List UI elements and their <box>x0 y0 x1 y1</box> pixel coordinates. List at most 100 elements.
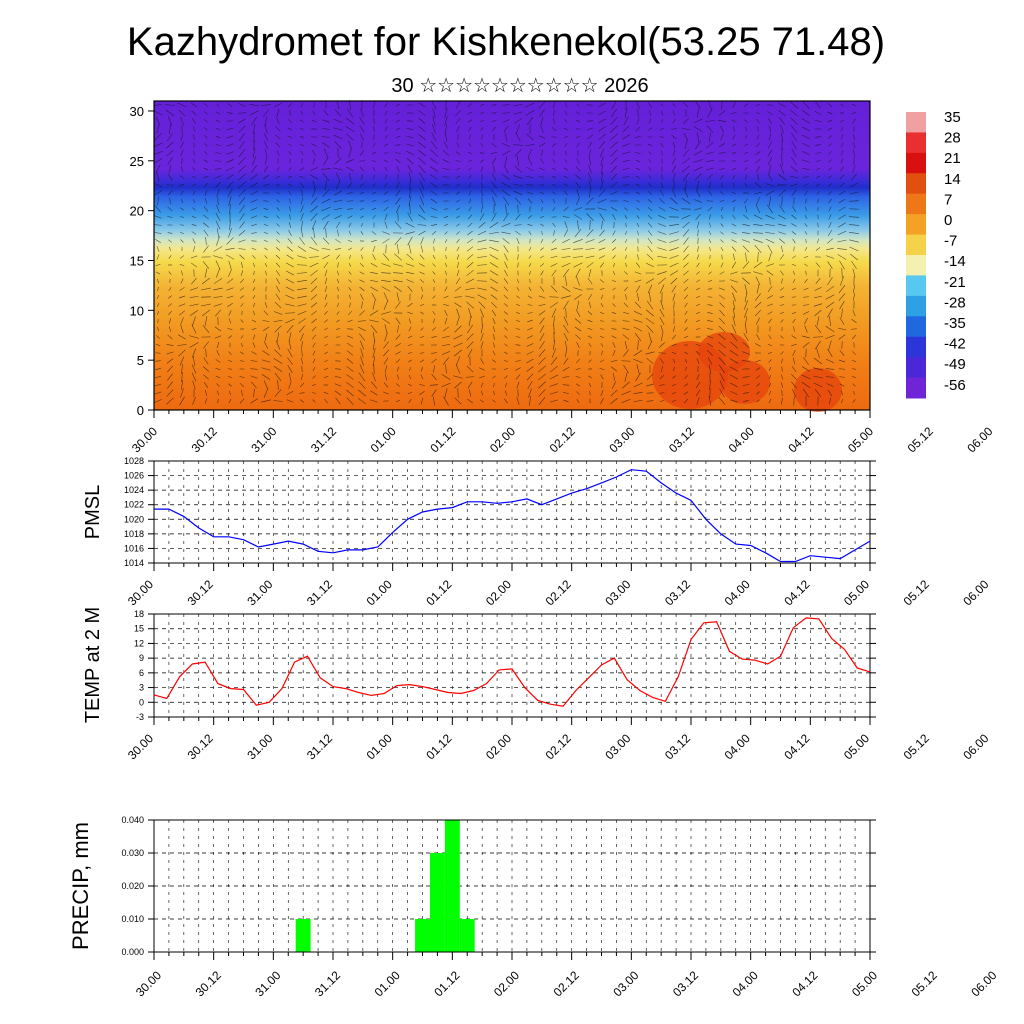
wind-vector <box>767 344 773 346</box>
wind-vector <box>301 341 303 349</box>
wind-vector <box>708 364 712 374</box>
wind-vector <box>769 374 771 380</box>
x-tick-label: 02.12 <box>547 424 578 455</box>
wind-vector <box>263 165 269 173</box>
wind-vector <box>491 212 497 222</box>
y-axis-label: TEMP at 2 M <box>82 607 104 723</box>
wind-vector <box>681 198 691 204</box>
wind-vector <box>369 319 379 323</box>
wind-vector <box>321 248 331 250</box>
wind-vector <box>659 198 665 204</box>
wind-vector <box>828 143 832 147</box>
wind-vector <box>468 167 472 171</box>
wind-vector <box>479 308 485 318</box>
wind-vector <box>334 157 342 165</box>
wind-vector <box>168 287 172 291</box>
wind-vector <box>837 254 847 260</box>
wind-vector <box>635 167 641 171</box>
wind-vector <box>301 220 303 230</box>
wind-vector <box>730 399 738 403</box>
wind-vector <box>226 128 234 130</box>
wind-vector <box>323 391 329 395</box>
colorbar-label: -21 <box>944 274 966 291</box>
wind-vector <box>600 156 604 166</box>
wind-vector <box>576 391 580 395</box>
wind-vector <box>803 256 809 258</box>
wind-vector <box>504 269 508 277</box>
wind-vector <box>297 303 307 307</box>
wind-vector <box>657 255 667 259</box>
wind-vector <box>501 173 511 181</box>
wind-vector <box>741 239 751 243</box>
wind-vector <box>732 199 736 203</box>
wind-vector <box>179 264 185 266</box>
wind-vector <box>719 294 725 300</box>
wind-vector <box>563 391 569 395</box>
wind-vector <box>155 368 161 370</box>
wind-vector <box>827 276 833 286</box>
wind-vector <box>455 151 461 155</box>
wind-vector <box>778 102 786 108</box>
wind-vector <box>371 292 377 302</box>
wind-vector <box>346 335 354 339</box>
wind-vector <box>203 168 209 170</box>
wind-vector <box>622 159 630 163</box>
wind-vector <box>239 382 245 388</box>
wind-vector <box>453 349 463 357</box>
wind-vector <box>250 368 258 370</box>
wind-vector <box>286 391 294 395</box>
wind-vector <box>359 117 365 125</box>
wind-vector <box>275 247 281 251</box>
wind-vector <box>201 303 211 307</box>
wind-vector <box>240 335 244 339</box>
wind-vector <box>249 103 259 107</box>
wind-vector <box>445 100 447 110</box>
wind-vector <box>381 311 391 315</box>
wind-vector <box>288 222 292 228</box>
wind-vector <box>586 197 594 205</box>
wind-vector <box>337 278 339 284</box>
wind-vector <box>792 255 796 259</box>
wind-vector <box>263 174 269 180</box>
y-tick-label: 1024 <box>124 485 144 495</box>
wind-vector <box>585 255 595 259</box>
wind-vector <box>238 103 246 107</box>
wind-vector <box>646 357 654 365</box>
wind-vector <box>825 368 835 370</box>
wind-vector <box>575 309 581 317</box>
wind-vector <box>661 365 663 373</box>
wind-vector <box>563 229 569 237</box>
colorbar-swatch <box>906 112 926 133</box>
wind-vector <box>585 248 595 250</box>
wind-vector <box>491 119 497 123</box>
wind-vector <box>577 220 579 230</box>
wind-vector <box>180 116 184 126</box>
wind-vector <box>853 390 855 396</box>
wind-vector <box>321 206 331 212</box>
wind-vector <box>406 279 414 283</box>
wind-vector <box>825 326 835 332</box>
x-tick-label: 30.00 <box>125 577 156 608</box>
wind-vector <box>695 343 701 347</box>
wind-vector <box>599 148 605 158</box>
wind-vector <box>359 271 365 275</box>
wind-vector <box>323 261 329 269</box>
colorbar-label: -7 <box>944 233 957 250</box>
wind-vector <box>225 254 235 260</box>
wind-vector <box>610 173 618 181</box>
wind-vector <box>276 332 280 342</box>
wind-vector <box>720 125 724 133</box>
wind-vector <box>167 334 173 340</box>
wind-vector <box>503 360 509 362</box>
wind-vector <box>623 349 629 357</box>
wind-vector <box>767 118 773 124</box>
wind-vector <box>405 231 415 235</box>
wind-vector <box>805 270 807 276</box>
wind-vector <box>814 389 822 397</box>
wind-vector <box>395 343 401 347</box>
wind-vector <box>383 292 389 302</box>
colorbar-swatch <box>906 234 926 256</box>
wind-vector <box>744 119 748 123</box>
wind-vector <box>203 176 209 178</box>
wind-vector <box>418 141 426 149</box>
